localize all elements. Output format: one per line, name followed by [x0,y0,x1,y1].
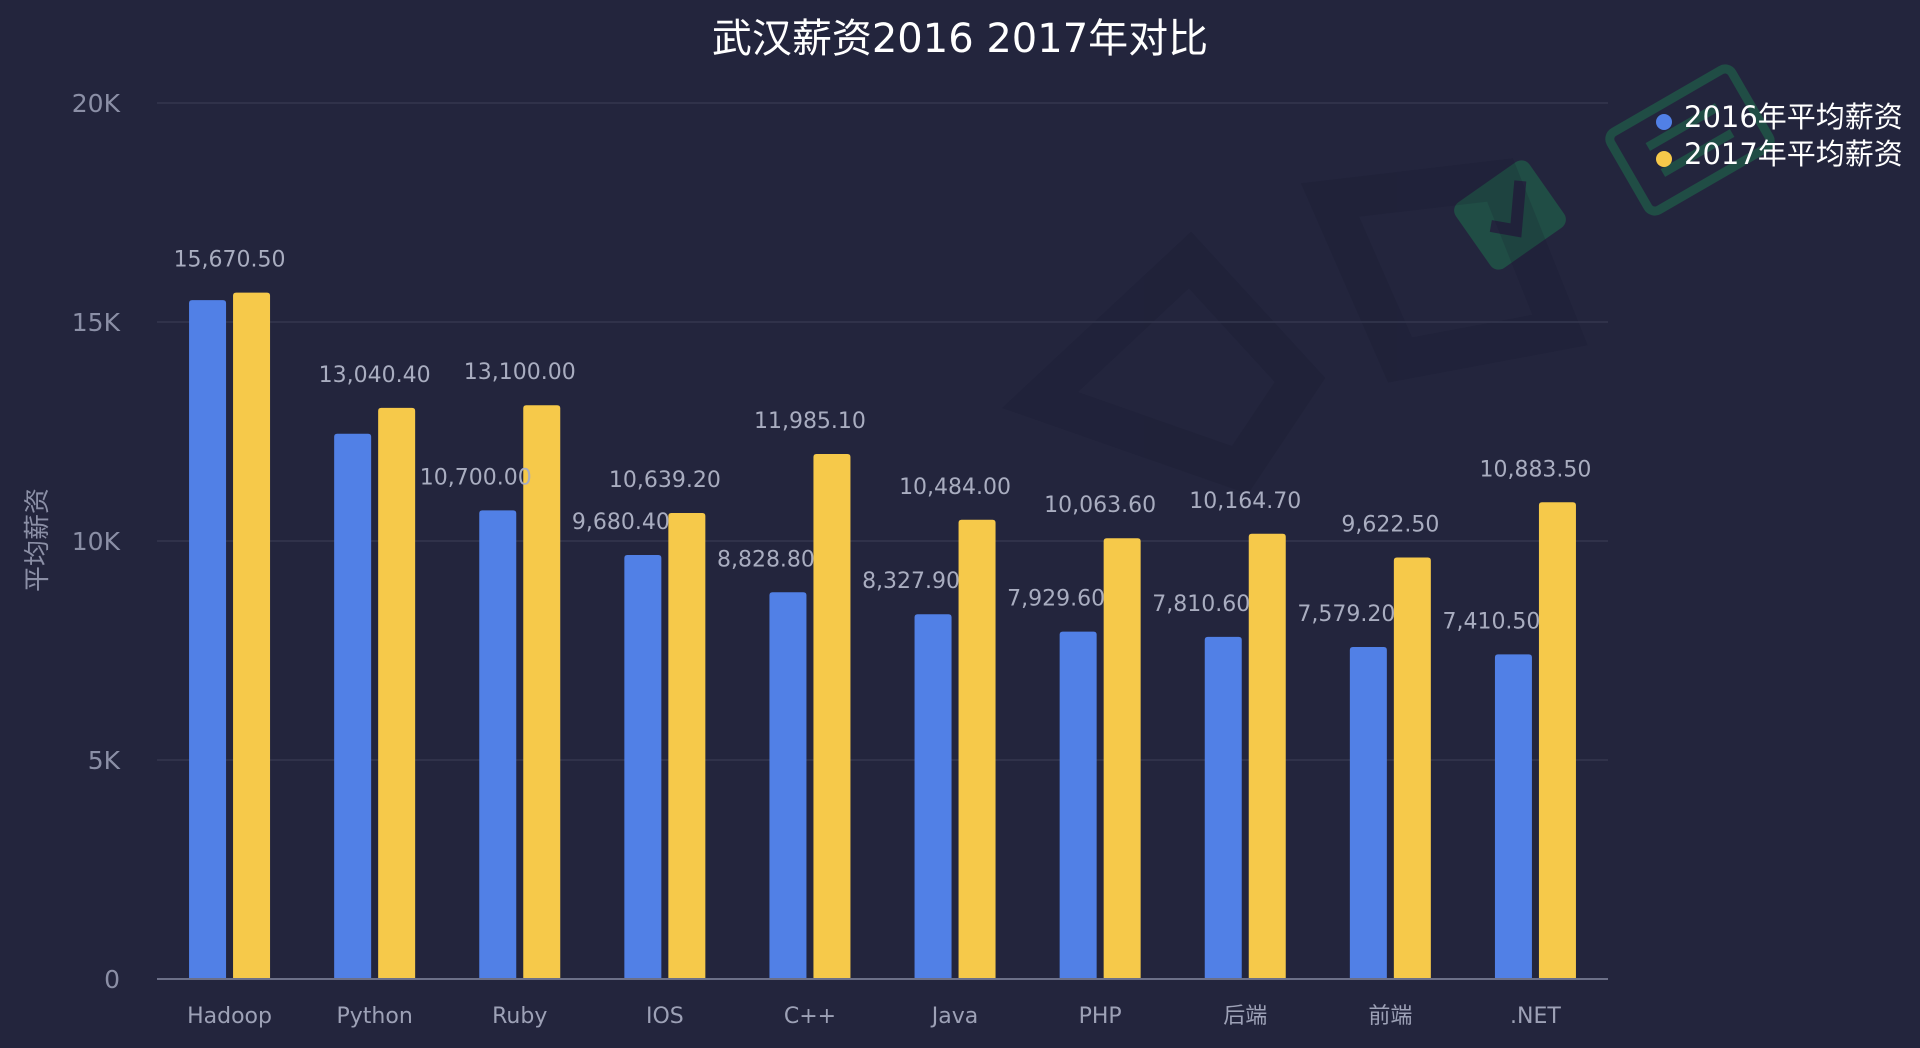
bar-2016[interactable] [189,300,227,980]
data-label: 7,579.20 [1297,602,1395,627]
bars [189,292,1576,980]
data-label: 7,810.60 [1152,592,1250,617]
data-label: 10,484.00 [899,475,1011,500]
bar-2017[interactable] [958,519,996,979]
data-label: 10,164.70 [1189,489,1301,514]
bar-2016[interactable] [1349,647,1387,979]
data-label: 13,100.00 [464,360,576,385]
data-label: 15,670.50 [174,248,286,273]
data-label: 11,985.10 [754,409,866,434]
bar-2016[interactable] [334,433,372,979]
data-label: 7,929.60 [1007,587,1105,612]
bar-2017[interactable] [523,405,561,980]
y-tick-label: 0 [104,965,120,994]
bar-2016[interactable] [479,510,517,979]
bar-2016[interactable] [1059,631,1097,979]
data-label: 10,883.50 [1479,457,1591,482]
y-axis-label: 平均薪资 [23,488,53,592]
x-tick-label: Ruby [492,1004,547,1029]
bar-2017[interactable] [1393,557,1431,979]
x-tick-label: Python [337,1004,413,1029]
chart-title: 武汉薪资2016 2017年对比 [712,16,1208,62]
y-tick-label: 20K [72,89,121,118]
y-axis-ticks: 0 5K 10K 15K 20K [72,89,121,994]
bar-2016[interactable] [914,614,952,979]
x-tick-label: IOS [646,1004,684,1029]
data-label: 10,700.00 [420,465,532,490]
bar-2017[interactable] [233,292,271,980]
bar-2016[interactable] [1204,636,1242,979]
bar-2017[interactable] [378,407,416,980]
y-tick-label: 10K [72,527,121,556]
x-tick-label: Hadoop [187,1004,272,1029]
legend-marker-2017 [1656,151,1672,167]
bar-2016[interactable] [624,554,662,979]
data-label: 9,622.50 [1341,513,1439,538]
bar-2017[interactable] [1248,533,1286,979]
legend-marker-2016 [1656,114,1672,130]
data-label: 8,828.80 [717,547,815,572]
watermark-logo [1454,64,1775,270]
data-label: 13,040.40 [319,363,431,388]
x-tick-label: PHP [1079,1004,1122,1029]
bar-2017[interactable] [668,513,706,979]
data-label: 7,410.50 [1442,609,1540,634]
x-tick-label: 前端 [1368,1004,1412,1029]
data-label: 10,063.60 [1044,493,1156,518]
y-tick-label: 15K [72,308,121,337]
data-label: 9,680.40 [572,510,670,535]
legend[interactable]: 2016年平均薪资 2017年平均薪资 [1656,100,1903,171]
data-labels: 15,670.50 13,040.40 10,700.00 13,100.00 9,68… [174,248,1592,635]
bar-2017[interactable] [1103,538,1141,979]
x-tick-label: .NET [1510,1004,1561,1029]
watermark-faint [1002,158,1588,495]
data-label: 8,327.90 [862,569,960,594]
x-tick-label: 后端 [1223,1004,1267,1029]
bar-2016[interactable] [769,592,807,979]
bar-2017[interactable] [1538,502,1576,979]
legend-label-2016[interactable]: 2016年平均薪资 [1684,100,1903,134]
x-tick-label: C++ [784,1004,836,1029]
x-axis-ticks: Hadoop Python Ruby IOS C++ Java PHP 后端 前端 .NET [187,1004,1561,1029]
x-tick-label: Java [930,1004,978,1029]
data-label: 10,639.20 [609,468,721,493]
legend-label-2017[interactable]: 2017年平均薪资 [1684,137,1903,171]
y-tick-label: 5K [88,746,121,775]
bar-2016[interactable] [1494,654,1532,979]
bar-2017[interactable] [813,454,851,979]
